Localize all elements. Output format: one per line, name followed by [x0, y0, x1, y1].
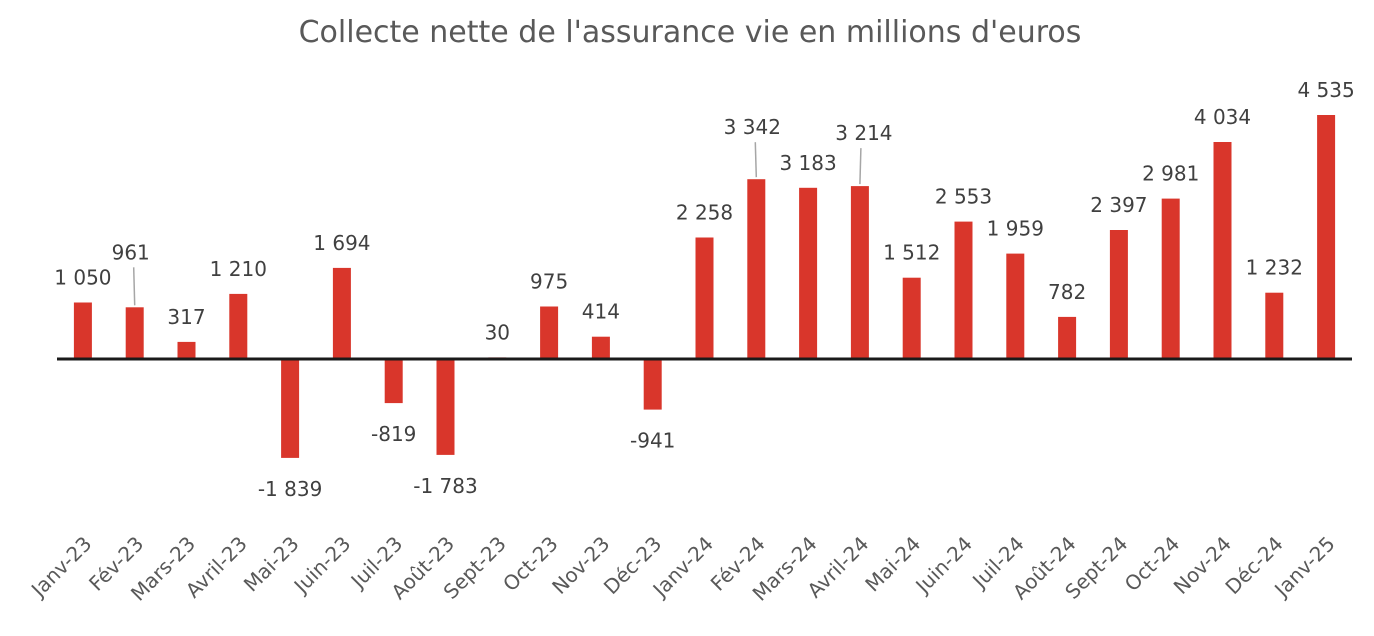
- data-label-avril-24: 3 214: [835, 121, 892, 145]
- bar-avril-24: [850, 186, 869, 359]
- leader-lines-group: [132, 142, 862, 306]
- bar-sept-24: [1109, 230, 1128, 359]
- leader-line-fev-23: [132, 267, 136, 306]
- bar-mai-24: [902, 277, 921, 359]
- bar-mai-23: [281, 359, 300, 458]
- data-label-fev-24: 3 342: [724, 115, 781, 139]
- bar-fev-24: [747, 179, 766, 359]
- bar-dec-24: [1265, 292, 1284, 359]
- chart-title: Collecte nette de l'assurance vie en mil…: [299, 15, 1082, 50]
- bar-nov-23: [591, 336, 610, 359]
- bar-juil-23: [384, 359, 403, 404]
- data-label-janv-23: 1 050: [54, 266, 111, 290]
- data-label-juil-23: -819: [371, 422, 416, 446]
- x-tick-mai-24: Mai-24: [860, 532, 925, 597]
- data-label-aout-23: -1 783: [413, 474, 477, 498]
- data-label-mai-23: -1 839: [258, 477, 322, 501]
- bar-mars-23: [177, 341, 196, 359]
- bar-fev-23: [125, 307, 144, 359]
- data-label-avril-23: 1 210: [210, 257, 267, 281]
- data-label-aout-24: 782: [1048, 280, 1086, 304]
- bar-oct-23: [540, 306, 559, 359]
- x-tick-mai-23: Mai-23: [239, 532, 304, 597]
- bar-aout-23: [436, 359, 455, 455]
- x-tick-juin-23: Juin-23: [288, 532, 356, 600]
- bar-janv-24: [695, 237, 714, 359]
- x-tick-juin-24: Juin-24: [910, 532, 978, 600]
- data-label-janv-24: 2 258: [676, 201, 733, 225]
- x-tick-labels-group: Janv-23Fév-23Mars-23Avril-23Mai-23Juin-2…: [25, 532, 1339, 606]
- bar-nov-24: [1213, 142, 1232, 359]
- data-label-fev-23: 961: [112, 240, 150, 264]
- data-label-mars-23: 317: [167, 305, 205, 329]
- data-label-mars-24: 3 183: [779, 151, 836, 175]
- data-label-sept-23: 30: [485, 320, 510, 344]
- data-label-sept-24: 2 397: [1090, 193, 1147, 217]
- data-label-dec-24: 1 232: [1246, 256, 1303, 280]
- data-label-juin-24: 2 553: [935, 185, 992, 209]
- data-label-dec-23: -941: [630, 429, 675, 453]
- bar-oct-24: [1161, 198, 1180, 359]
- data-label-nov-24: 4 034: [1194, 105, 1251, 129]
- data-label-nov-23: 414: [582, 300, 620, 324]
- bar-janv-23: [73, 302, 92, 359]
- x-tick-janv-23: Janv-23: [25, 532, 96, 603]
- leader-line-avril-24: [859, 148, 862, 185]
- bar-juin-24: [954, 221, 973, 359]
- data-label-juin-23: 1 694: [313, 231, 370, 255]
- data-label-juil-24: 1 959: [987, 217, 1044, 241]
- bar-avril-23: [229, 293, 248, 359]
- bar-mars-24: [799, 187, 818, 359]
- bar-janv-25: [1317, 115, 1336, 359]
- data-label-oct-24: 2 981: [1142, 162, 1199, 186]
- data-label-mai-24: 1 512: [883, 241, 940, 265]
- bar-juin-23: [332, 267, 351, 359]
- bar-juil-24: [1006, 253, 1025, 359]
- bar-dec-23: [643, 359, 662, 410]
- data-label-janv-25: 4 535: [1297, 78, 1354, 102]
- leader-line-fev-24: [754, 142, 758, 178]
- bar-aout-24: [1058, 316, 1077, 359]
- bars-group: [73, 115, 1336, 458]
- data-label-oct-23: 975: [530, 270, 568, 294]
